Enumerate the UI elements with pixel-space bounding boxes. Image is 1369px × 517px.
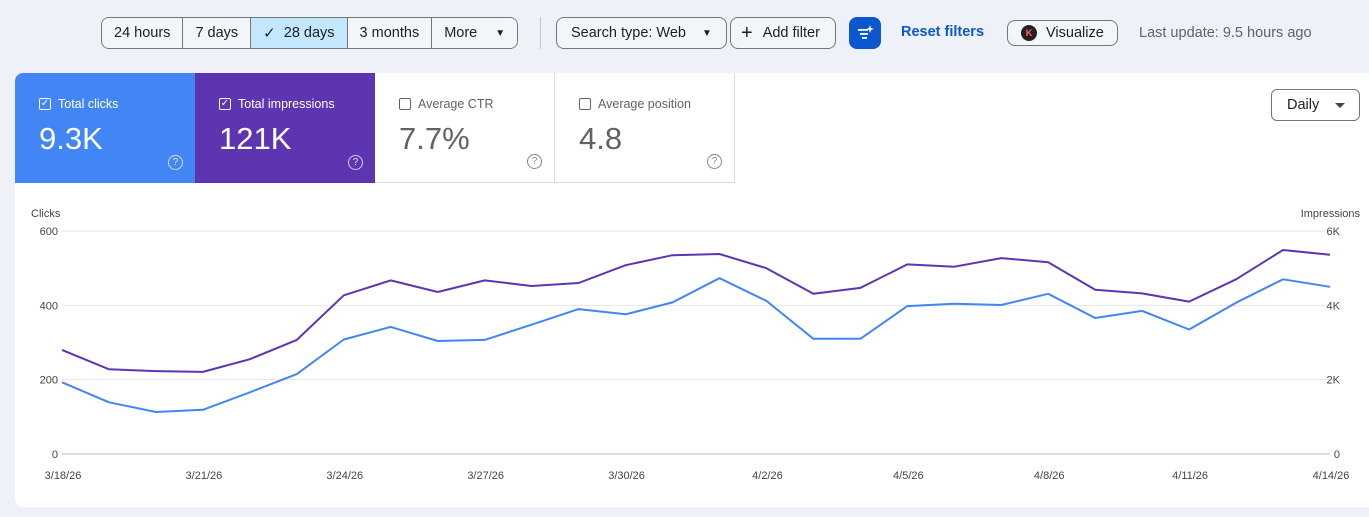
metric-label: Total clicks (58, 97, 119, 111)
checkbox-checked-icon[interactable]: ✓ (219, 98, 231, 110)
x-tick-label: 3/21/26 (186, 470, 223, 482)
filter-sparkle-icon (858, 25, 874, 39)
y-left-tick-label: 400 (40, 300, 58, 312)
help-icon[interactable]: ? (707, 154, 722, 169)
check-icon: ✓ (263, 25, 276, 42)
metric-value: 7.7% (399, 121, 470, 156)
checkbox-unchecked-icon[interactable] (579, 98, 591, 110)
toolbar-divider (540, 17, 541, 49)
range-7-days-button[interactable]: 7 days (183, 18, 252, 48)
reset-filters-link[interactable]: Reset filters (901, 24, 985, 40)
plus-icon: + (741, 22, 753, 44)
x-tick-label: 3/24/26 (326, 470, 363, 482)
metric-label: Total impressions (238, 97, 335, 111)
toolbar: 24 hours 7 days ✓ 28 days 3 months More ▼ … (0, 0, 1369, 66)
visualize-button[interactable]: K Visualize (1007, 20, 1118, 46)
metric-card-total-clicks[interactable]: ✓ Total clicks 9.3K ? (15, 73, 195, 183)
performance-panel: ✓ Total clicks 9.3K ? ✓ Total impressions … (15, 73, 1369, 507)
caret-down-icon (1335, 103, 1345, 108)
checkbox-unchecked-icon[interactable] (399, 98, 411, 110)
x-tick-label: 4/14/26 (1313, 470, 1350, 482)
help-icon[interactable]: ? (527, 154, 542, 169)
x-tick-label: 3/18/26 (45, 470, 82, 482)
range-3-months-button[interactable]: 3 months (347, 18, 433, 48)
y-left-tick-label: 200 (40, 375, 58, 387)
y-right-tick-label: 4K (1327, 300, 1341, 312)
y-right-axis-title: Impressions (1301, 208, 1361, 220)
performance-chart: Clicks Impressions 600 400 200 0 6K 4K 2K 0 3/18/2… (31, 208, 1361, 482)
x-tick-label: 4/8/26 (1034, 470, 1065, 482)
x-tick-label: 4/2/26 (752, 470, 783, 482)
range-24-hours-button[interactable]: 24 hours (102, 18, 184, 48)
series-line-impressions (61, 249, 1331, 373)
range-more-dropdown[interactable]: More ▼ (432, 18, 518, 48)
metric-value: 9.3K (39, 121, 103, 156)
add-filter-button[interactable]: + Add filter (730, 17, 836, 49)
search-type-dropdown[interactable]: Search type: Web ▼ (556, 17, 727, 49)
metric-value: 121K (219, 121, 292, 156)
visualize-logo-icon: K (1021, 25, 1037, 41)
metric-value: 4.8 (579, 121, 623, 156)
granularity-dropdown[interactable]: Daily (1271, 89, 1360, 121)
caret-down-icon: ▼ (495, 27, 506, 39)
help-icon[interactable]: ? (348, 155, 363, 170)
x-tick-label: 4/5/26 (893, 470, 924, 482)
y-left-tick-label: 0 (52, 449, 58, 461)
x-tick-label: 3/27/26 (467, 470, 504, 482)
metric-card-total-impressions[interactable]: ✓ Total impressions 121K ? (195, 73, 375, 183)
x-tick-label: 4/11/26 (1172, 470, 1208, 482)
series-line-clicks (61, 277, 1331, 413)
last-update-text: Last update: 9.5 hours ago (1139, 25, 1312, 41)
date-range-selector: 24 hours 7 days ✓ 28 days 3 months More ▼ (101, 17, 519, 49)
metric-card-average-ctr[interactable]: Average CTR 7.7% ? (375, 73, 555, 183)
metric-card-average-position[interactable]: Average position 4.8 ? (555, 73, 735, 183)
x-tick-label: 3/30/26 (608, 470, 645, 482)
checkbox-checked-icon[interactable]: ✓ (39, 98, 51, 110)
metric-label: Average CTR (418, 97, 494, 111)
help-icon[interactable]: ? (168, 155, 183, 170)
y-right-tick-label: 0 (1334, 449, 1340, 461)
y-left-tick-label: 600 (40, 226, 58, 238)
y-right-tick-label: 6K (1327, 226, 1341, 238)
y-right-tick-label: 2K (1327, 375, 1341, 387)
caret-down-icon: ▼ (702, 27, 712, 39)
y-left-axis-title: Clicks (31, 208, 61, 220)
metric-label: Average position (598, 97, 691, 111)
filter-settings-button[interactable] (849, 17, 881, 49)
range-28-days-button[interactable]: ✓ 28 days (251, 18, 348, 48)
